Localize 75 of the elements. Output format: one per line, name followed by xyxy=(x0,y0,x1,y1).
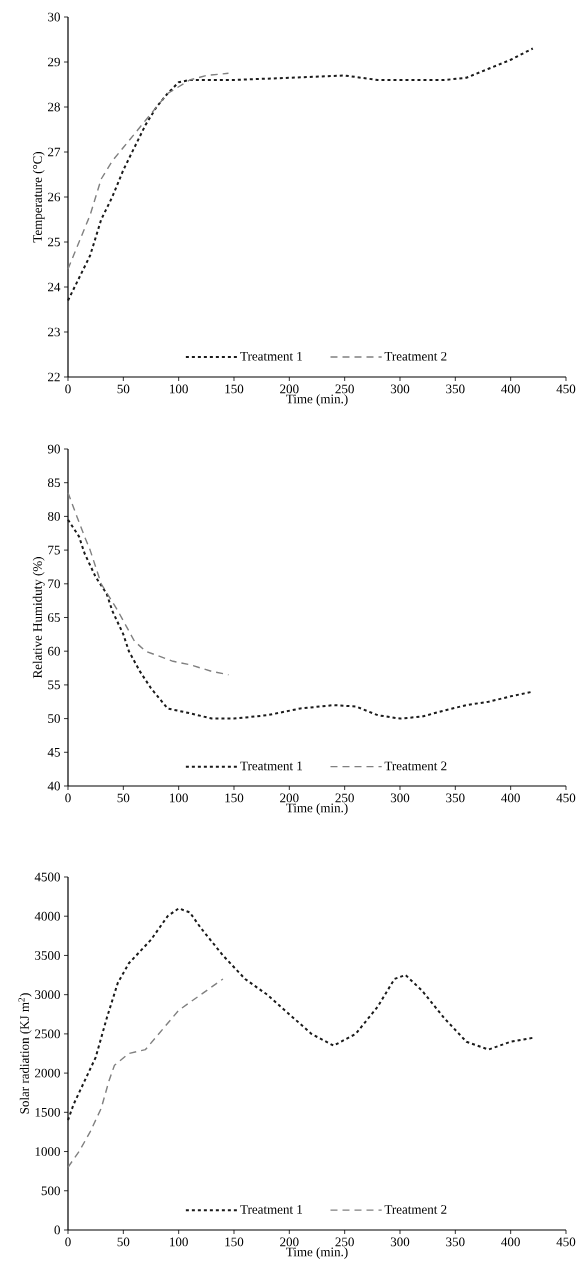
x-tick-label: 200 xyxy=(280,793,299,803)
x-tick-label: 450 xyxy=(556,384,576,394)
x-tick-label: 400 xyxy=(501,793,520,803)
y-tick-label: 80 xyxy=(47,512,60,521)
y-tick-label: 75 xyxy=(48,545,60,555)
x-tick-label: 100 xyxy=(170,384,188,394)
y-tick-label: 24 xyxy=(48,282,61,292)
x-axis-title: Time (min.) xyxy=(286,1247,348,1259)
y-tick-label: 4500 xyxy=(34,872,60,882)
x-tick-label: 50 xyxy=(117,793,130,803)
y-tick-label: 65 xyxy=(48,613,60,622)
y-tick-label: 60 xyxy=(48,646,60,656)
x-tick-label: 250 xyxy=(335,384,354,394)
y-tick-label: 500 xyxy=(41,1186,60,1196)
x-tick-label: 50 xyxy=(117,384,130,394)
line-series xyxy=(67,492,230,676)
x-tick-label: 150 xyxy=(225,384,244,394)
x-tick-label: 450 xyxy=(556,793,576,803)
y-tick-label: 25 xyxy=(48,237,60,247)
y-tick-label: 2500 xyxy=(35,1029,60,1039)
legend-label: Treatment 2 xyxy=(384,351,447,361)
x-tick-label: 300 xyxy=(390,384,410,394)
y-axis-title: Solar radiation (KJ m$^{2}$) xyxy=(18,993,32,1114)
x-tick-label: 100 xyxy=(170,1237,188,1247)
x-tick-label: 350 xyxy=(446,384,465,394)
x-axis-title: Time (min.) xyxy=(286,394,348,406)
x-tick-label: 300 xyxy=(390,1237,410,1247)
x-tick-label: 300 xyxy=(390,793,410,803)
x-tick-label: 150 xyxy=(225,793,244,803)
y-tick-label: 40 xyxy=(47,781,60,791)
x-axis-title: Time (min.) xyxy=(286,803,348,815)
x-tick-label: 50 xyxy=(117,1237,130,1247)
legend-label: Treatment 1 xyxy=(240,761,303,771)
x-tick-label: 400 xyxy=(501,1237,520,1247)
x-tick-label: 200 xyxy=(280,1237,299,1247)
x-tick-label: 250 xyxy=(335,793,354,803)
y-axis-title: Temperature (°C) xyxy=(32,151,45,243)
y-tick-label: 1500 xyxy=(35,1107,60,1117)
y-tick-label: 50 xyxy=(48,714,60,723)
x-tick-label: 400 xyxy=(501,384,520,394)
y-tick-label: 3500 xyxy=(35,951,60,960)
y-tick-label: 28 xyxy=(48,102,60,112)
y-tick-label: 3000 xyxy=(35,990,60,1000)
legend-label: Treatment 2 xyxy=(384,761,447,771)
x-tick-label: 100 xyxy=(170,793,188,803)
y-tick-label: 85 xyxy=(47,478,60,488)
line-series xyxy=(67,518,534,720)
x-tick-label: 350 xyxy=(446,1237,465,1247)
x-tick-label: 350 xyxy=(446,793,465,803)
y-axis-title: Relative Humiduty (%) xyxy=(32,557,45,679)
x-tick-label: 250 xyxy=(335,1237,354,1247)
y-tick-label: 1000 xyxy=(35,1147,60,1156)
y-tick-label: 0 xyxy=(54,1225,60,1235)
x-tick-label: 150 xyxy=(225,1237,244,1247)
legend-label: Treatment 1 xyxy=(240,351,303,361)
y-tick-label: 26 xyxy=(48,192,61,202)
y-tick-label: 27 xyxy=(48,147,61,157)
y-tick-label: 55 xyxy=(48,680,60,690)
x-tick-label: 0 xyxy=(65,384,71,394)
legend-label: Treatment 2 xyxy=(384,1205,447,1214)
x-tick-label: 0 xyxy=(65,793,71,803)
x-tick-label: 0 xyxy=(65,1237,71,1247)
y-tick-label: 4000 xyxy=(34,911,60,921)
y-tick-label: 23 xyxy=(48,327,60,337)
y-tick-label: 22 xyxy=(48,372,60,382)
line-series xyxy=(67,72,230,270)
legend-label: Treatment 1 xyxy=(240,1205,303,1214)
x-tick-label: 450 xyxy=(556,1237,576,1247)
y-tick-label: 90 xyxy=(47,444,60,454)
y-tick-label: 70 xyxy=(48,579,60,589)
y-tick-label: 45 xyxy=(47,747,60,757)
y-tick-label: 30 xyxy=(48,12,60,22)
y-tick-label: 2000 xyxy=(35,1068,60,1078)
x-tick-label: 200 xyxy=(280,384,299,394)
y-tick-label: 29 xyxy=(48,57,60,67)
